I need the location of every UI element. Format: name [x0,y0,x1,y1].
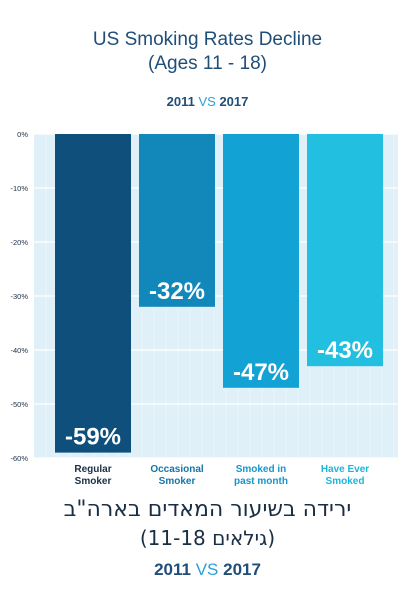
years-comparison-top: 2011 VS 2017 [0,94,415,109]
y-tick-label: -60% [10,454,28,463]
data-label: -47% [233,359,289,386]
chart-title-block: US Smoking Rates Decline (Ages 11 - 18) [0,28,415,76]
year-to: 2017 [219,94,249,109]
chart-title: US Smoking Rates Decline (Ages 11 - 18) [92,29,323,74]
category-label: Occasional Smoker [150,464,204,487]
year-from: 2011 [154,560,191,579]
bar [223,134,299,388]
vs-label: VS [198,94,216,109]
data-label: -43% [317,337,373,364]
y-tick-label: 0% [17,130,28,139]
bar [307,134,383,367]
y-tick-label: -50% [10,400,28,409]
y-tick-label: -20% [10,238,28,247]
y-tick-label: -30% [10,292,28,301]
year-from: 2011 [166,94,195,109]
years-comparison-bottom: 2011 VS 2017 [0,560,415,580]
y-tick-label: -10% [10,184,28,193]
category-label: Smoked in past month [234,464,288,487]
data-label: -32% [149,278,205,305]
category-label: Regular Smoker [74,464,111,487]
bar [55,134,131,453]
category-label: Have Ever Smoked [321,464,369,487]
y-tick-label: -40% [10,346,28,355]
bar-chart: 0% -10% -20% -30% -40% -50% -60% -59% Regular Smo… [10,130,398,487]
year-to: 2017 [223,560,261,579]
hebrew-caption: ירידה בשיעור המאדים בארה"ב [63,497,352,522]
vs-label: VS [195,560,219,579]
data-label: -59% [65,424,121,451]
bar [139,134,215,307]
hebrew-age-caption: (גילאים 11-18) [139,526,276,550]
